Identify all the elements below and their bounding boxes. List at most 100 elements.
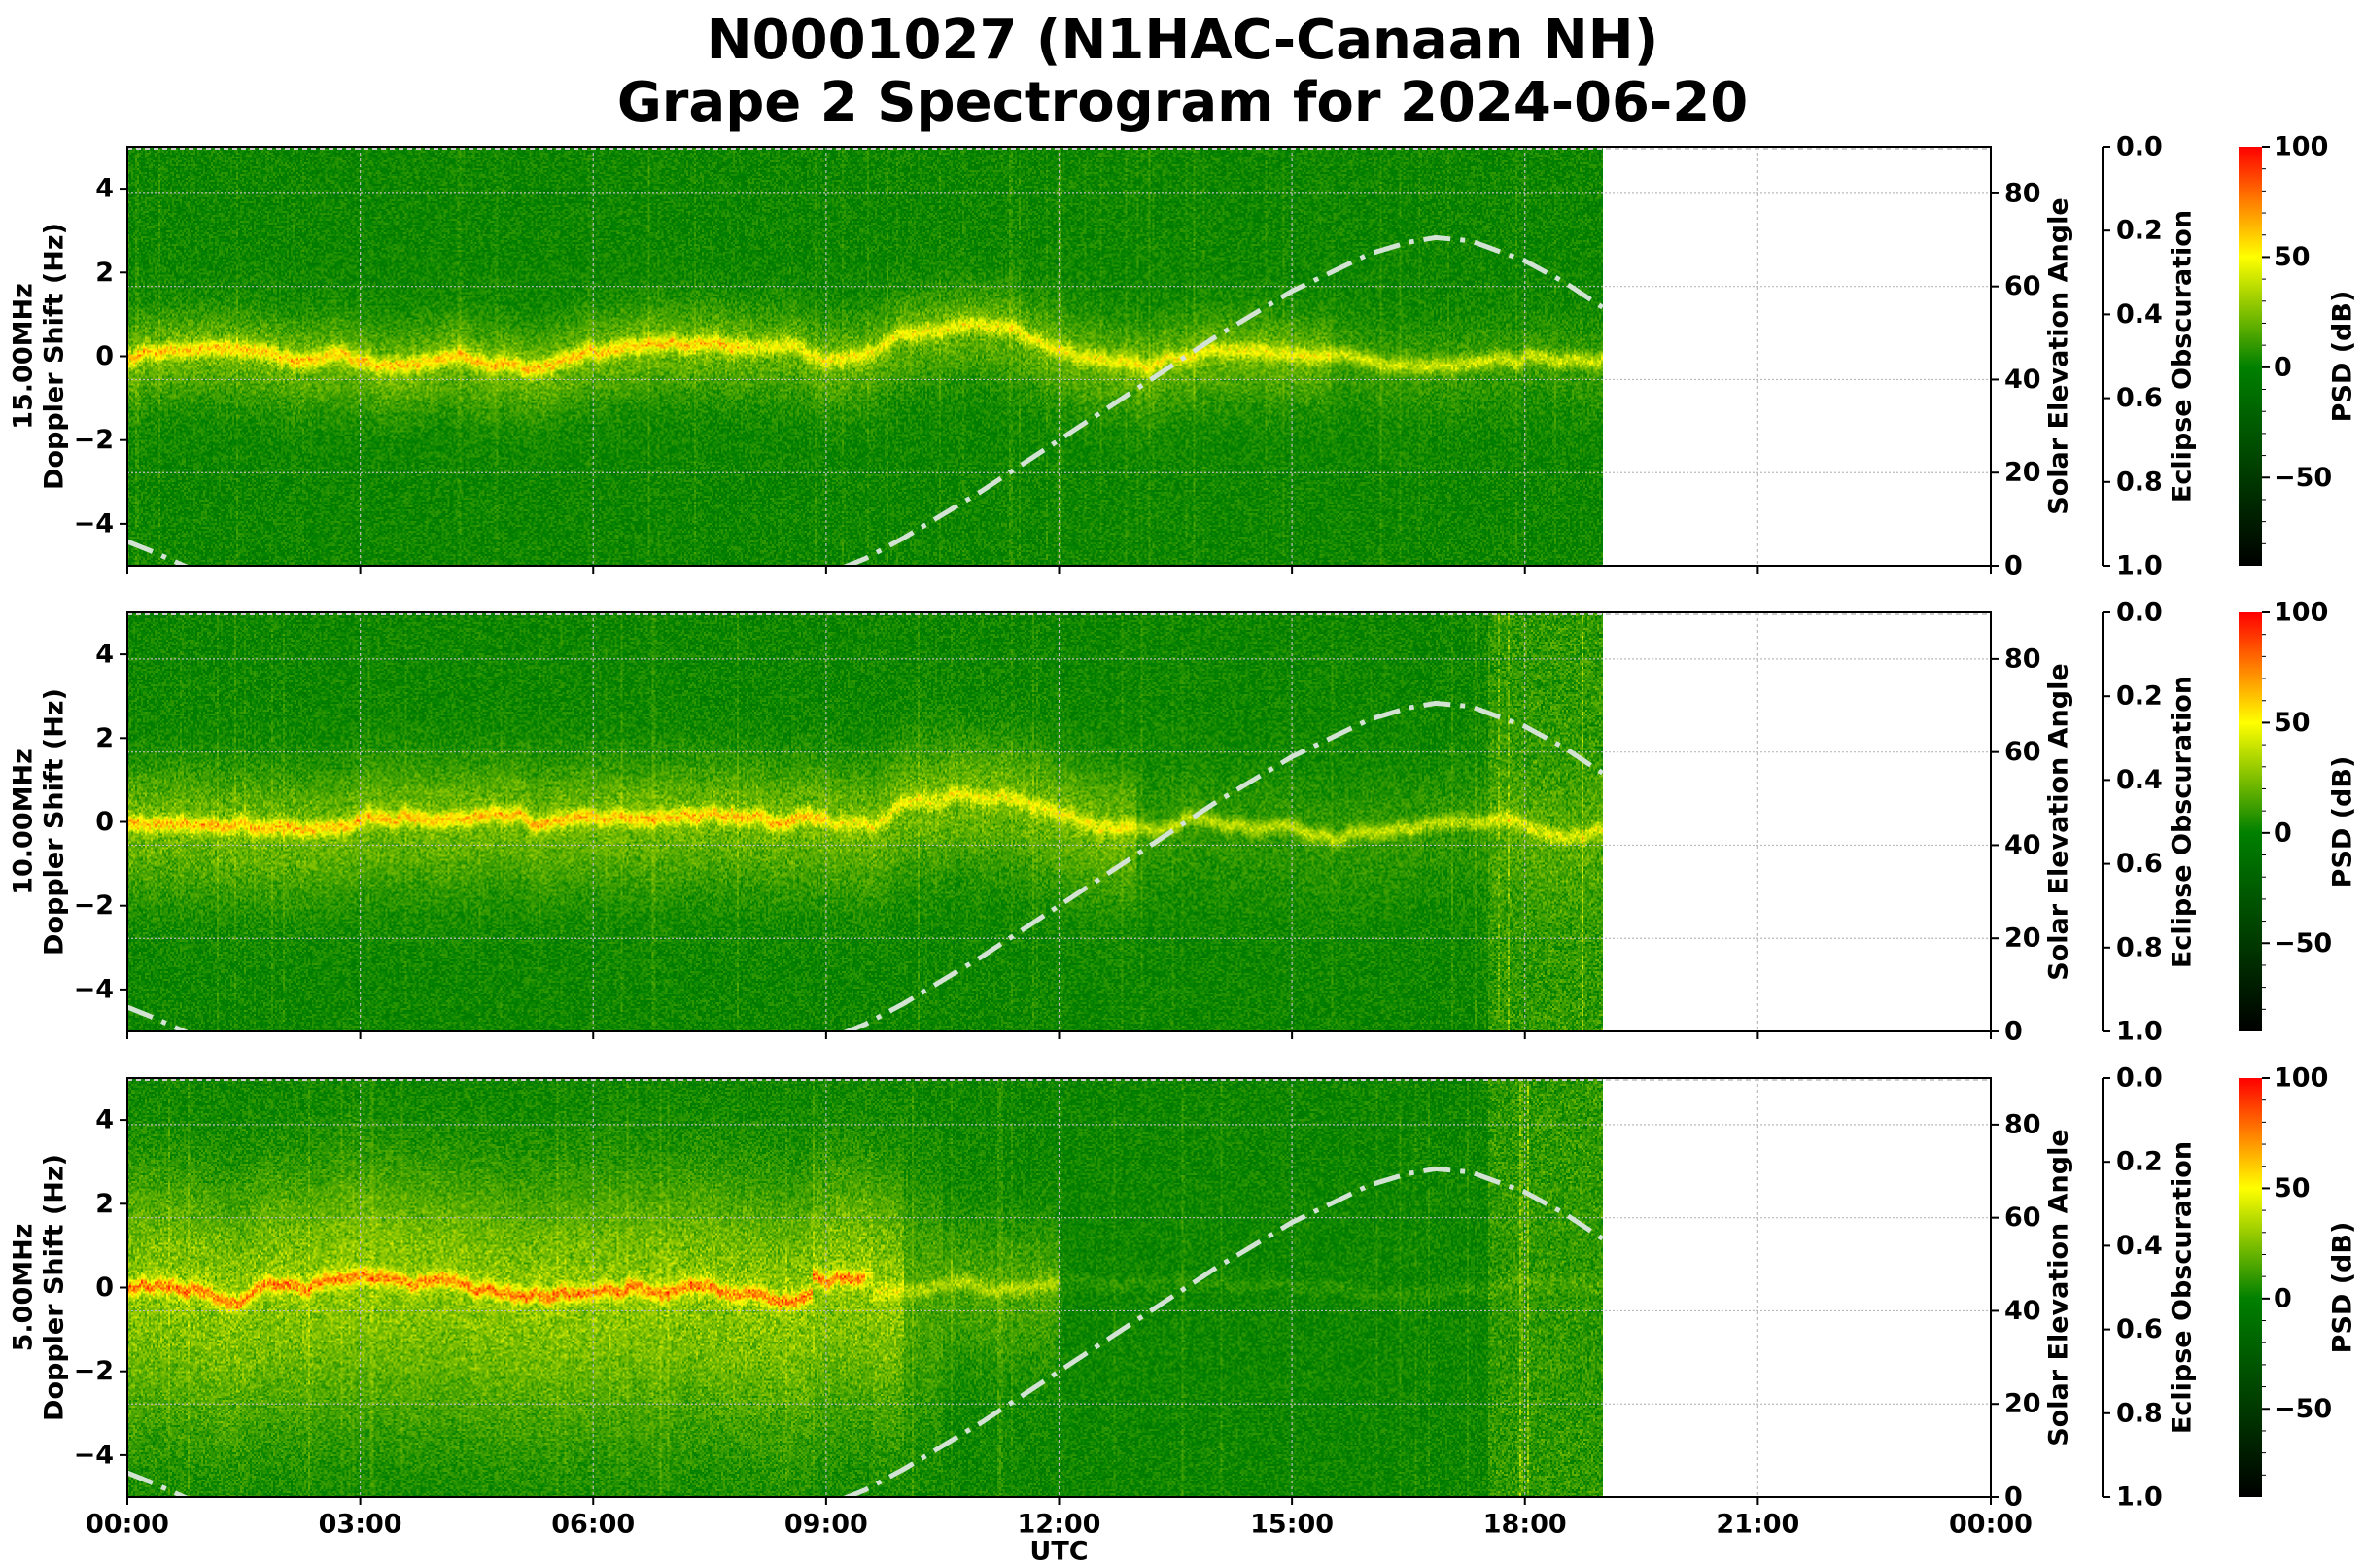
elevation-tick-label: 60 — [2004, 271, 2041, 301]
x-tick-label: 09:00 — [784, 1510, 868, 1540]
spectrogram-5mhz — [127, 1078, 1603, 1497]
colorbar — [2239, 612, 2262, 1031]
frequency-label: 15.00MHz — [9, 283, 39, 430]
colorbar-tick-label: 0 — [2274, 352, 2292, 382]
elevation-tick-label: 20 — [2004, 1389, 2041, 1419]
colorbar-tick-label: 0 — [2274, 818, 2292, 848]
figure-title-line2: Grape 2 Spectrogram for 2024-06-20 — [616, 71, 1749, 134]
x-tick-label: 18:00 — [1483, 1510, 1567, 1540]
eclipse-tick-label: 0.4 — [2116, 299, 2163, 330]
eclipse-tick-label: 0.8 — [2116, 1398, 2163, 1428]
colorbar-tick-label: 50 — [2274, 1173, 2311, 1203]
eclipse-tick-label: 0.6 — [2116, 383, 2163, 413]
y-tick-label: 2 — [95, 258, 114, 288]
colorbar-tick-label: 50 — [2274, 242, 2311, 272]
y-tick-label: −2 — [74, 890, 114, 921]
y-tick-label: 0 — [95, 341, 114, 371]
eclipse-tick-label: 0.8 — [2116, 467, 2163, 497]
colorbar-tick-label: 50 — [2274, 708, 2311, 738]
elevation-tick-label: 80 — [2004, 644, 2041, 674]
solar-elevation-line — [127, 1166, 1604, 1497]
elevation-tick-label: 40 — [2004, 365, 2041, 395]
eclipse-tick-label: 0.8 — [2116, 932, 2163, 962]
eclipse-tick-label: 0.4 — [2116, 1231, 2163, 1261]
colorbar — [2239, 1078, 2262, 1497]
eclipse-tick-label: 0.2 — [2116, 216, 2163, 246]
eclipse-tick-label: 0.2 — [2116, 1147, 2163, 1177]
eclipse-tick-label: 0.6 — [2116, 849, 2163, 879]
figure-title-line1: N0001027 (N1HAC-Canaan NH) — [706, 9, 1659, 72]
x-tick-label: 12:00 — [1018, 1510, 1101, 1540]
colorbar-tick-label: −50 — [2274, 463, 2332, 493]
elevation-tick-label: 80 — [2004, 178, 2041, 208]
y-tick-label: −4 — [74, 508, 114, 539]
eclipse-tick-label: 0.0 — [2116, 598, 2163, 628]
x-tick-label: 21:00 — [1716, 1510, 1799, 1540]
colorbar-tick-label: 0 — [2274, 1283, 2292, 1313]
colorbar-tick-label: 100 — [2274, 132, 2328, 162]
elevation-tick-label: 40 — [2004, 830, 2041, 860]
panel-10.00mhz — [120, 611, 2270, 1039]
elevation-axis-label: Solar Elevation Angle — [2044, 663, 2074, 980]
y-tick-label: 0 — [95, 807, 114, 837]
solar-elevation-line — [127, 234, 1604, 566]
x-tick-label: 00:00 — [86, 1510, 169, 1540]
eclipse-tick-label: 0.2 — [2116, 681, 2163, 712]
elevation-tick-label: 40 — [2004, 1296, 2041, 1326]
colorbar-tick-label: 100 — [2274, 598, 2328, 628]
eclipse-tick-label: 0.6 — [2116, 1314, 2163, 1344]
elevation-tick-label: 0 — [2004, 1482, 2023, 1513]
y-tick-label: 2 — [95, 723, 114, 753]
spectrogram-10mhz — [127, 612, 1603, 1031]
elevation-tick-label: 60 — [2004, 737, 2041, 767]
y-tick-label: −4 — [74, 974, 114, 1004]
elevation-tick-label: 80 — [2004, 1109, 2041, 1139]
frequency-label: 10.00MHz — [9, 749, 39, 895]
colorbar-tick-label: −50 — [2274, 1394, 2332, 1424]
y-tick-label: −2 — [74, 425, 114, 455]
elevation-tick-label: 0 — [2004, 1017, 2023, 1047]
elevation-axis-label: Solar Elevation Angle — [2044, 1129, 2074, 1446]
colorbar-tick-label: 100 — [2274, 1063, 2328, 1094]
eclipse-tick-label: 1.0 — [2116, 1017, 2163, 1047]
y-tick-label: 4 — [95, 640, 114, 670]
y-tick-label: 4 — [95, 1105, 114, 1135]
panel-5.00mhz — [120, 1077, 2270, 1505]
x-tick-label: 15:00 — [1250, 1510, 1334, 1540]
eclipse-axis-label: Eclipse Obscuration — [2168, 676, 2198, 968]
x-tick-label: 00:00 — [1949, 1510, 2033, 1540]
y-tick-label: 2 — [95, 1189, 114, 1219]
y-axis-label: Doppler Shift (Hz) — [40, 688, 70, 956]
y-axis-label: Doppler Shift (Hz) — [40, 223, 70, 490]
eclipse-tick-label: 0.0 — [2116, 1063, 2163, 1094]
elevation-tick-label: 20 — [2004, 458, 2041, 488]
x-tick-label: 03:00 — [319, 1510, 402, 1540]
y-tick-label: −4 — [74, 1440, 114, 1470]
elevation-tick-label: 20 — [2004, 923, 2041, 954]
y-axis-label: Doppler Shift (Hz) — [40, 1154, 70, 1421]
x-tick-label: 06:00 — [551, 1510, 635, 1540]
panel-15.00mhz — [120, 146, 2270, 574]
colorbar-label: PSD (dB) — [2328, 291, 2358, 423]
colorbar-label: PSD (dB) — [2328, 1222, 2358, 1354]
y-tick-label: 4 — [95, 174, 114, 204]
eclipse-tick-label: 0.4 — [2116, 765, 2163, 795]
colorbar-tick-label: −50 — [2274, 928, 2332, 958]
eclipse-tick-label: 1.0 — [2116, 551, 2163, 581]
frequency-label: 5.00MHz — [9, 1224, 39, 1352]
spectrogram-15mhz — [127, 147, 1603, 566]
elevation-tick-label: 60 — [2004, 1202, 2041, 1233]
colorbar-label: PSD (dB) — [2328, 756, 2358, 889]
elevation-axis-label: Solar Elevation Angle — [2044, 197, 2074, 514]
eclipse-axis-label: Eclipse Obscuration — [2168, 210, 2198, 503]
y-tick-label: 0 — [95, 1272, 114, 1303]
x-axis-label: UTC — [1029, 1537, 1088, 1567]
eclipse-tick-label: 0.0 — [2116, 132, 2163, 162]
y-tick-label: −2 — [74, 1356, 114, 1386]
elevation-tick-label: 0 — [2004, 551, 2023, 581]
solar-elevation-line — [127, 700, 1604, 1031]
colorbar — [2239, 147, 2262, 566]
eclipse-axis-label: Eclipse Obscuration — [2168, 1141, 2198, 1434]
